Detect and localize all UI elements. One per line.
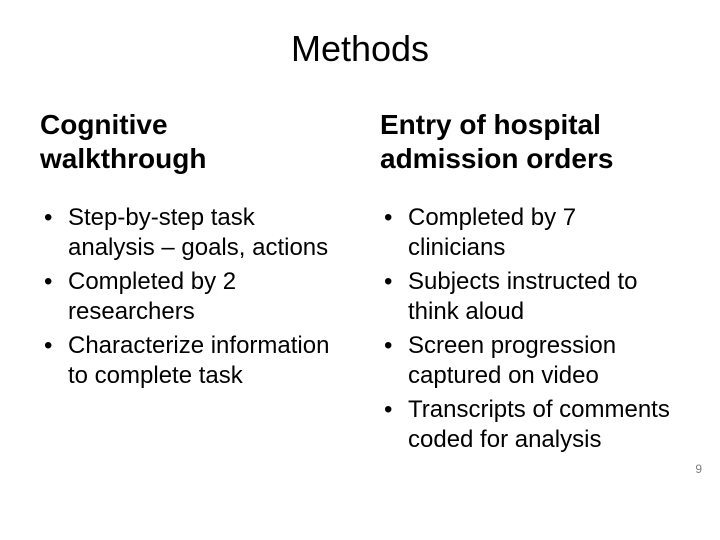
right-heading: Entry of hospital admission orders [380,108,680,175]
left-heading: Cognitive walkthrough [40,108,340,175]
list-item: Characterize information to complete tas… [40,331,340,391]
slide-title: Methods [40,28,680,70]
page-number: 9 [695,462,702,476]
list-item: Transcripts of comments coded for analys… [380,395,680,455]
left-bullet-list: Step-by-step task analysis – goals, acti… [40,203,340,391]
list-item: Screen progression captured on video [380,331,680,391]
left-column: Cognitive walkthrough Step-by-step task … [40,108,340,459]
right-column: Entry of hospital admission orders Compl… [380,108,680,459]
columns-container: Cognitive walkthrough Step-by-step task … [40,108,680,459]
list-item: Step-by-step task analysis – goals, acti… [40,203,340,263]
right-bullet-list: Completed by 7 clinicians Subjects instr… [380,203,680,455]
slide: Methods Cognitive walkthrough Step-by-st… [0,0,720,540]
list-item: Completed by 2 researchers [40,267,340,327]
list-item: Completed by 7 clinicians [380,203,680,263]
list-item: Subjects instructed to think aloud [380,267,680,327]
